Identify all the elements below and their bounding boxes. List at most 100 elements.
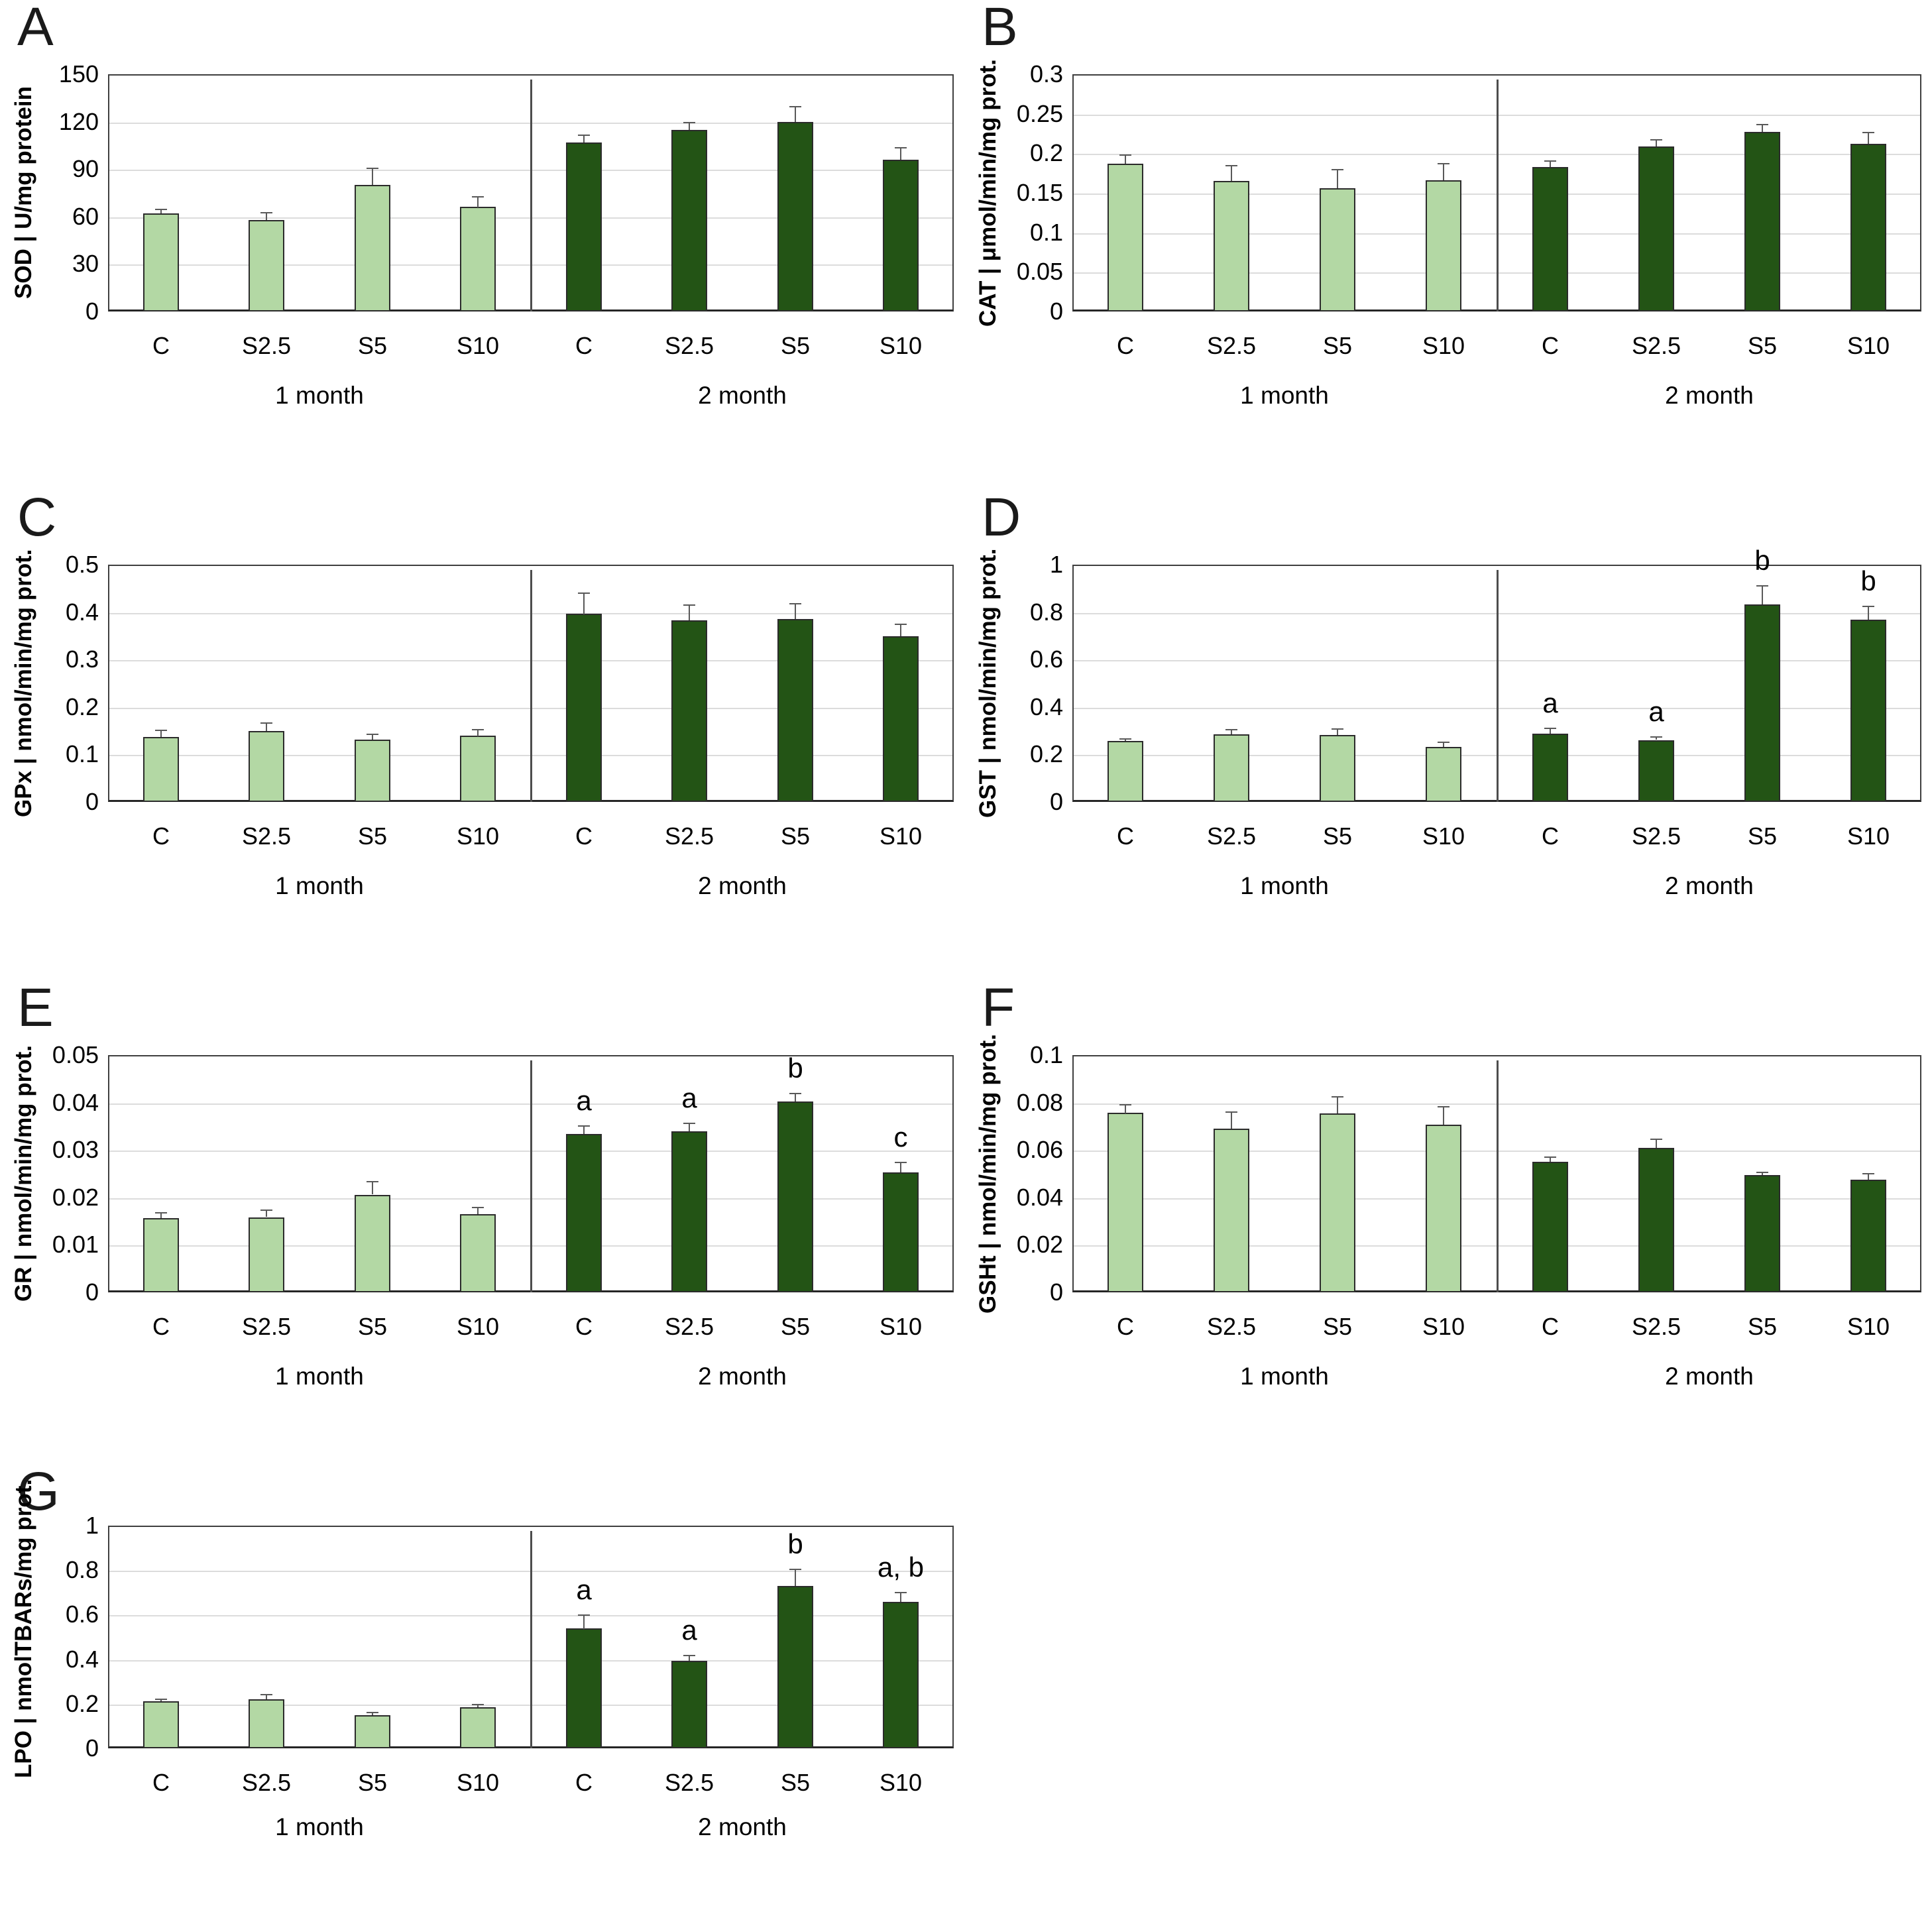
error-bar xyxy=(160,1212,162,1218)
group-label: 2 month xyxy=(1665,872,1754,899)
error-bar-cap xyxy=(1225,729,1237,730)
error-bar-cap xyxy=(1438,163,1449,164)
bar-C-month2 xyxy=(566,1134,602,1292)
error-bar xyxy=(900,1592,901,1602)
error-bar-cap xyxy=(1332,728,1343,730)
group-label: 1 month xyxy=(275,872,364,899)
y-tick-label: 1 xyxy=(85,1512,99,1539)
error-bar-cap xyxy=(895,624,907,625)
error-bar xyxy=(1125,738,1126,741)
error-bar-cap xyxy=(1544,1156,1556,1158)
chart-panel-F: F GSHt | nmol/min/mg prot. 0 0.02 0.04 0.06 0.… xyxy=(964,981,1932,1471)
x-tick-label: S5 xyxy=(780,822,811,850)
x-tick-label: S10 xyxy=(456,1313,500,1340)
x-tick-label: S2.5 xyxy=(241,332,292,359)
error-bar xyxy=(900,147,901,160)
error-bar xyxy=(1868,132,1869,144)
y-tick-label: 0.8 xyxy=(65,1556,99,1584)
y-axis-title: GSHt | nmol/min/mg prot. xyxy=(975,1034,1001,1314)
y-tick-label: 0 xyxy=(85,1734,99,1762)
significance-letter: b xyxy=(1860,565,1876,596)
bar-S5-month2 xyxy=(777,619,813,802)
error-bar xyxy=(900,624,901,636)
error-bar-cap xyxy=(1756,124,1768,125)
y-tick-label: 0.05 xyxy=(1016,258,1063,286)
group-label: 1 month xyxy=(1240,872,1329,899)
group-divider xyxy=(530,80,532,311)
significance-letter: a xyxy=(576,1574,592,1605)
y-tick-label: 90 xyxy=(72,155,99,183)
y-tick-label: 0 xyxy=(1049,1278,1063,1306)
bar-S2.5-month1 xyxy=(249,731,284,802)
y-tick-label: 0.5 xyxy=(65,551,99,578)
group-label: 2 month xyxy=(698,1363,787,1390)
bar-C-month1 xyxy=(1108,1113,1143,1292)
error-bar-cap xyxy=(578,135,590,136)
error-bar xyxy=(1443,1106,1444,1125)
bar-S2.5-month1 xyxy=(249,220,284,311)
group-label: 2 month xyxy=(698,872,787,899)
group-label: 1 month xyxy=(1240,382,1329,409)
error-bar xyxy=(795,106,796,122)
error-bar-cap xyxy=(683,1655,695,1656)
bar-S10-month1 xyxy=(1426,747,1461,802)
x-tick-label: S2.5 xyxy=(1631,332,1681,359)
bar-C-month2 xyxy=(1532,1162,1568,1292)
x-tick-label: S10 xyxy=(456,332,500,359)
y-tick-label: 0.3 xyxy=(1029,60,1063,87)
x-tick-label: S10 xyxy=(1422,822,1465,850)
error-bar xyxy=(689,1655,690,1661)
bar-S10-month1 xyxy=(460,207,496,311)
error-bar-cap xyxy=(367,734,378,735)
group-divider xyxy=(530,570,532,802)
x-tick-label: S5 xyxy=(1322,822,1353,850)
x-tick-label: S10 xyxy=(1847,822,1890,850)
error-bar xyxy=(900,1162,901,1172)
x-tick-label: C xyxy=(1542,822,1559,850)
error-bar xyxy=(1656,736,1657,740)
error-bar-cap xyxy=(1438,742,1449,743)
x-tick-label: C xyxy=(575,332,593,359)
x-tick-label: S5 xyxy=(780,332,811,359)
chart-panel-B: B CAT | μmol/min/mg prot. 0 0.05 0.1 0.15 0.2 0… xyxy=(964,0,1932,490)
y-tick-label: 0 xyxy=(85,298,99,325)
error-bar xyxy=(477,196,479,207)
error-bar xyxy=(1337,728,1338,735)
y-tick-label: 0.25 xyxy=(1016,99,1063,127)
error-bar xyxy=(1337,169,1338,188)
x-tick-label: S2.5 xyxy=(1206,1313,1257,1340)
error-bar xyxy=(583,1125,585,1134)
bar-C-month2 xyxy=(1532,167,1568,311)
error-bar-cap xyxy=(155,730,167,731)
error-bar-cap xyxy=(472,196,484,197)
bar-S10-month2 xyxy=(883,1172,919,1292)
y-axis-title: SOD | U/mg protein xyxy=(11,86,36,300)
error-bar-cap xyxy=(367,1712,378,1713)
x-tick-label: C xyxy=(152,822,170,850)
bar-C-month1 xyxy=(143,737,179,802)
group-label: 2 month xyxy=(698,382,787,409)
x-tick-label: S2.5 xyxy=(1631,1313,1681,1340)
y-tick-label: 0.1 xyxy=(65,740,99,768)
y-tick-label: 0.3 xyxy=(65,646,99,673)
error-bar xyxy=(1443,742,1444,747)
group-divider xyxy=(1496,570,1499,802)
error-bar xyxy=(1550,728,1551,734)
x-tick-label: S5 xyxy=(1322,1313,1353,1340)
bar-S10-month2 xyxy=(1850,620,1886,802)
error-bar-cap xyxy=(155,1699,167,1700)
chart-panel-A: A SOD | U/mg protein 0 30 60 90 120 150 C S2.5 S5 S… xyxy=(0,0,964,490)
panel-letter: G xyxy=(17,1461,60,1522)
error-bar xyxy=(583,592,585,614)
x-tick-label: S5 xyxy=(357,1769,388,1796)
x-tick-label: S5 xyxy=(357,1313,388,1340)
error-bar xyxy=(689,1123,690,1131)
bar-S2.5-month1 xyxy=(1214,1129,1249,1292)
bar-S2.5-month2 xyxy=(1638,740,1674,802)
error-bar-cap xyxy=(1119,154,1131,156)
x-tick-label: S5 xyxy=(1322,332,1353,359)
error-bar-cap xyxy=(1225,1111,1237,1113)
error-bar xyxy=(1762,1172,1763,1175)
y-tick-label: 1 xyxy=(1049,551,1063,578)
bar-S5-month2 xyxy=(1744,132,1780,311)
